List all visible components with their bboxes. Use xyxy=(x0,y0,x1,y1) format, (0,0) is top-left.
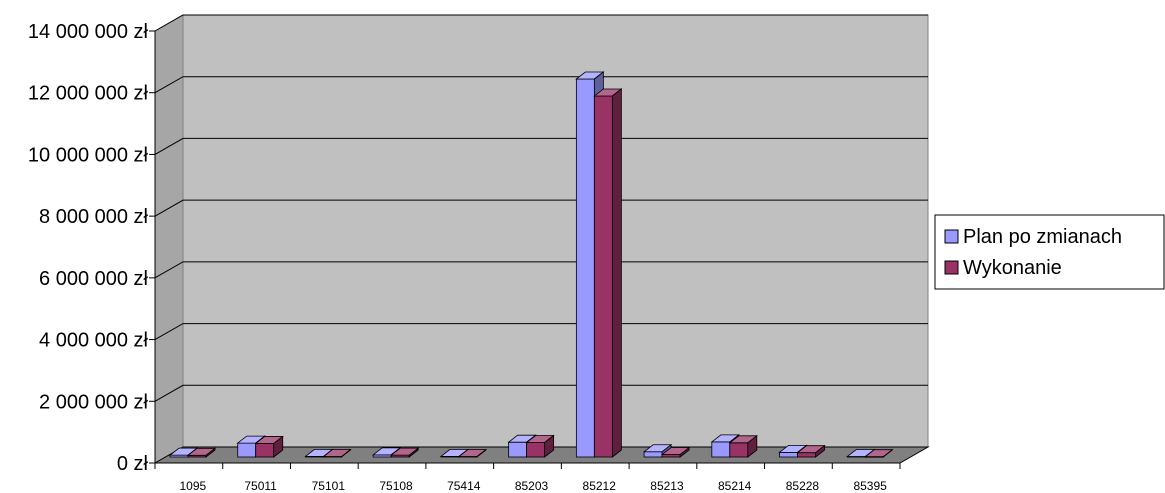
x-tick-label: 85213 xyxy=(650,479,684,493)
x-tick-label: 75101 xyxy=(312,479,346,493)
bar xyxy=(390,447,420,458)
bar xyxy=(457,448,488,458)
bar xyxy=(254,435,284,458)
x-tick-label: 85214 xyxy=(718,479,752,493)
bar xyxy=(322,448,352,458)
y-tick-label: 0 zł xyxy=(117,453,149,475)
x-tick-label: 1095 xyxy=(180,479,207,493)
plot-back-wall xyxy=(182,14,929,448)
legend-box xyxy=(934,214,1165,290)
y-tick-label: 14 000 000 zł xyxy=(28,21,149,43)
bar-side xyxy=(544,434,555,458)
x-tick-label: 85395 xyxy=(853,479,887,493)
legend-item: Plan po zmianach xyxy=(944,226,1122,248)
bar-side xyxy=(679,446,690,458)
legend: Plan po zmianach Wykonanie xyxy=(934,214,1165,290)
gridline xyxy=(154,14,928,32)
legend-swatch xyxy=(944,229,959,244)
bar-side xyxy=(408,447,419,458)
bar-front xyxy=(526,442,546,458)
plot-side-wall xyxy=(154,14,184,464)
x-tick-label: 75414 xyxy=(447,479,481,493)
y-tick-label: 12 000 000 zł xyxy=(28,83,149,105)
y-tick-label: 8 000 000 zł xyxy=(39,206,149,228)
legend-item: Wykonanie xyxy=(944,257,1062,279)
bar xyxy=(660,446,691,458)
bar-front xyxy=(729,442,749,458)
bar xyxy=(186,447,217,458)
bar-side xyxy=(205,447,216,458)
gridline xyxy=(154,137,928,155)
bar xyxy=(864,448,894,458)
bar-front xyxy=(593,95,613,458)
bar-front xyxy=(237,442,257,458)
bar xyxy=(728,434,758,458)
bar-side xyxy=(273,435,284,458)
gridline xyxy=(154,199,928,217)
y-tick-label: 6 000 000 zł xyxy=(39,268,149,290)
y-tick-label: 10 000 000 zł xyxy=(28,144,149,166)
bar-side xyxy=(815,444,825,458)
gridline xyxy=(154,76,928,94)
bar xyxy=(525,434,555,458)
bar-front xyxy=(797,452,816,458)
gridline xyxy=(154,323,928,341)
y-tick-label: 4 000 000 zł xyxy=(39,330,149,352)
bar-front xyxy=(779,451,798,458)
bar xyxy=(593,88,623,458)
gridline xyxy=(154,384,928,402)
bar-front xyxy=(508,441,528,458)
bar-front xyxy=(711,441,731,458)
legend-label: Wykonanie xyxy=(963,257,1062,279)
legend-swatch xyxy=(944,260,959,275)
x-tick-label: 85212 xyxy=(583,479,617,493)
legend-label: Plan po zmianach xyxy=(963,226,1122,248)
bar xyxy=(796,444,826,458)
bar-front xyxy=(643,451,663,458)
y-tick-label: 2 000 000 zł xyxy=(39,391,149,413)
x-tick-label: 85228 xyxy=(786,479,820,493)
bar-side xyxy=(611,88,622,458)
bar-front xyxy=(255,443,275,458)
x-tick-label: 75011 xyxy=(244,479,277,493)
x-tick-label: 85203 xyxy=(515,479,549,493)
bar-side xyxy=(476,448,487,458)
bar-front xyxy=(575,78,595,458)
bar-side xyxy=(747,434,758,458)
gridline xyxy=(154,261,928,279)
bar-side xyxy=(882,448,893,458)
bar-side xyxy=(341,448,351,458)
x-tick-label: 75108 xyxy=(379,479,413,493)
